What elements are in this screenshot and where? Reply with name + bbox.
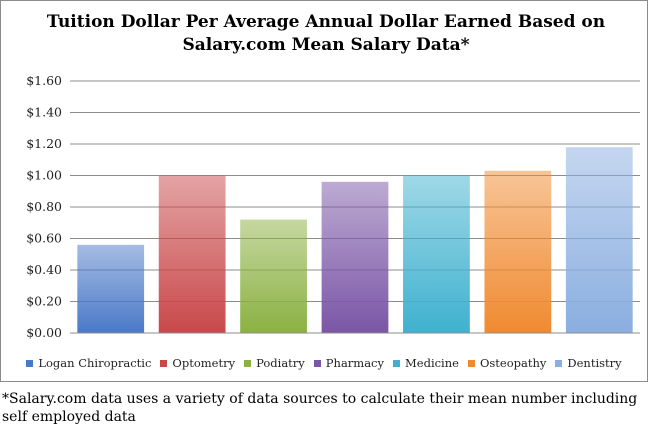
legend-item: Podiatry	[244, 356, 305, 370]
legend-item: Dentistry	[555, 356, 622, 370]
chart-title: Tuition Dollar Per Average Annual Dollar…	[46, 12, 606, 55]
legend-swatch	[26, 359, 34, 367]
y-tick-label: $1.40	[26, 105, 62, 120]
legend-label: Osteopathy	[479, 356, 547, 370]
y-tick-label: $0.40	[26, 262, 62, 277]
bar-osteopathy	[484, 170, 552, 333]
legend-label: Pharmacy	[325, 356, 384, 370]
legend-swatch	[467, 359, 475, 367]
y-tick-label: $0.20	[26, 294, 62, 309]
bar-medicine	[403, 175, 470, 333]
y-tick-label: $1.60	[26, 73, 62, 88]
y-tick-label: $0.00	[26, 325, 62, 340]
legend-label: Podiatry	[256, 356, 305, 370]
bar-logan-chiropractic	[77, 244, 145, 333]
bar-dentistry	[565, 147, 633, 333]
y-tick-label: $0.80	[26, 199, 62, 214]
legend-item: Medicine	[393, 356, 459, 370]
legend-swatch	[393, 359, 400, 367]
legend-item: Logan Chiropractic	[26, 356, 151, 370]
bar-podiatry	[240, 219, 307, 333]
y-tick-label: $0.60	[26, 231, 62, 246]
legend-label: Optometry	[172, 356, 236, 370]
legend-swatch	[244, 359, 252, 367]
legend-label: Logan Chiropractic	[38, 356, 152, 370]
footnote: *Salary.com data uses a variety of data …	[2, 391, 638, 425]
legend-label: Medicine	[405, 356, 459, 370]
bars	[77, 147, 633, 333]
legend: Logan Chiropractic Optometry Podiatry Pharm…	[0, 356, 648, 370]
y-tick-label: $1.20	[26, 136, 62, 151]
bar-pharmacy	[321, 181, 389, 333]
legend-swatch	[313, 359, 321, 367]
legend-item: Osteopathy	[467, 356, 547, 370]
legend-swatch	[555, 359, 563, 367]
legend-item: Pharmacy	[313, 356, 384, 370]
legend-item: Optometry	[160, 356, 235, 370]
y-tick-label: $1.00	[26, 168, 62, 183]
y-axis-ticks: $0.00 $0.20 $0.40 $0.60 $0.80 $1.00 $1.20 $1.40…	[26, 73, 62, 340]
bar-chart: $0.00 $0.20 $0.40 $0.60 $0.80 $1.00 $1.20 $1.40…	[26, 73, 640, 340]
bar-optometry	[158, 175, 226, 333]
legend-swatch	[160, 359, 168, 367]
legend-label: Dentistry	[567, 356, 622, 370]
